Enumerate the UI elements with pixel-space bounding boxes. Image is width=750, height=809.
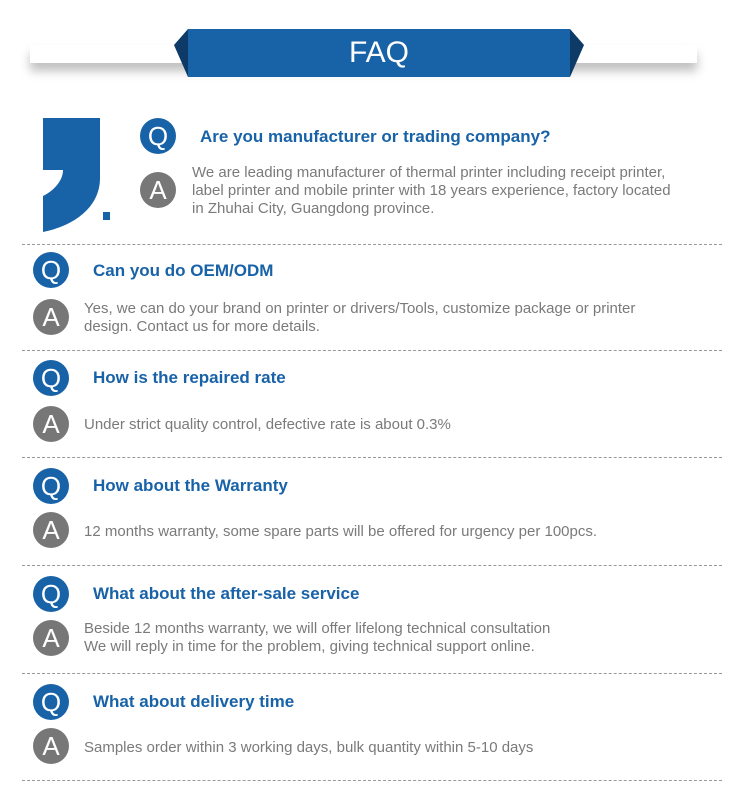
divider	[22, 780, 722, 781]
question-text: Are you manufacturer or trading company?	[200, 127, 551, 146]
ribbon-fold-right	[570, 29, 584, 77]
answer-text: Samples order within 3 working days, bul…	[84, 739, 534, 756]
ribbon-fold-left	[174, 29, 188, 77]
answer-badge: A	[33, 512, 69, 548]
answer-badge: A	[140, 172, 176, 208]
question-badge: Q	[140, 118, 176, 154]
answer-text: Beside 12 months warranty, we will offer…	[84, 620, 551, 655]
answer-text: We are leading manufacturer of thermal p…	[192, 164, 671, 217]
answer-badge: A	[33, 728, 69, 764]
divider	[22, 565, 722, 566]
divider	[22, 673, 722, 674]
answer-badge: A	[33, 406, 69, 442]
question-badge: Q	[33, 468, 69, 504]
question-badge: Q	[33, 252, 69, 288]
divider	[22, 457, 722, 458]
question-text: How is the repaired rate	[93, 368, 286, 387]
question-text: What about the after-sale service	[93, 584, 360, 603]
question-badge: Q	[33, 360, 69, 396]
question-text: How about the Warranty	[93, 476, 288, 495]
comma-quote-icon	[43, 118, 110, 232]
answer-badge: A	[33, 299, 69, 335]
question-badge: Q	[33, 684, 69, 720]
question-text: Can you do OEM/ODM	[93, 261, 274, 280]
answer-badge: A	[33, 620, 69, 656]
answer-text: Under strict quality control, defective …	[84, 416, 451, 433]
divider	[22, 350, 722, 351]
question-text: What about delivery time	[93, 692, 295, 711]
answer-text: Yes, we can do your brand on printer or …	[84, 300, 636, 335]
page-title: FAQ	[188, 29, 570, 77]
answer-text: 12 months warranty, some spare parts wil…	[84, 523, 598, 540]
question-badge: Q	[33, 576, 69, 612]
divider	[22, 244, 722, 245]
